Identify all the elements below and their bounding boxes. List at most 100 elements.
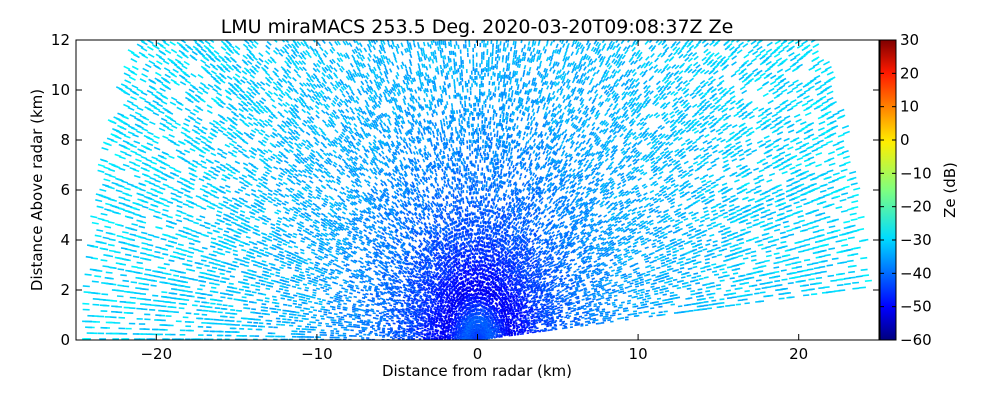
ze-gate	[803, 88, 811, 93]
ze-gate	[808, 85, 815, 90]
ze-gate	[546, 250, 551, 254]
ze-gate	[545, 311, 549, 314]
ze-gate	[801, 176, 808, 180]
ze-gate	[620, 119, 625, 124]
ze-gate	[496, 318, 500, 321]
ze-gate	[546, 295, 550, 299]
ze-gate	[627, 200, 632, 204]
ze-gate	[591, 287, 595, 290]
ze-gate	[607, 223, 612, 227]
ze-gate	[565, 255, 569, 259]
ze-gate	[506, 309, 510, 313]
ze-gate	[573, 182, 578, 186]
ze-gate	[543, 285, 547, 288]
ze-gate	[638, 56, 643, 62]
ze-gate	[635, 192, 641, 196]
ze-gate	[591, 269, 596, 273]
ze-gate	[734, 68, 741, 74]
ze-gate	[570, 225, 575, 229]
ze-gate	[535, 265, 539, 269]
ze-gate	[524, 302, 528, 305]
ze-gate	[554, 236, 559, 240]
ze-gate	[521, 281, 525, 285]
ze-gate	[583, 217, 588, 221]
ze-gate	[613, 283, 618, 287]
ze-gate	[631, 231, 637, 235]
ze-gate	[511, 315, 514, 318]
ze-gate	[565, 290, 569, 293]
ze-gate	[725, 226, 731, 230]
ze-gate	[560, 250, 565, 254]
ze-gate	[748, 238, 755, 241]
ze-gate	[787, 146, 794, 151]
ze-gate	[741, 89, 748, 95]
ze-gate	[541, 270, 546, 274]
ze-gate	[515, 290, 519, 294]
ze-gate	[504, 305, 507, 309]
ze-gate	[514, 301, 518, 304]
ze-gate	[535, 269, 539, 273]
ze-gate	[597, 248, 601, 252]
ze-gate	[627, 91, 632, 96]
ze-gate	[613, 148, 618, 153]
ze-gate	[588, 244, 593, 248]
ze-gate	[737, 148, 744, 153]
ze-gate	[718, 149, 724, 154]
ze-gate	[833, 229, 841, 233]
ze-gate	[579, 168, 584, 173]
ze-gate	[691, 216, 697, 220]
ze-gate	[522, 321, 526, 324]
ze-gate	[611, 111, 617, 116]
ze-gate	[681, 170, 687, 174]
ze-gate	[537, 317, 541, 320]
ze-gate	[614, 272, 619, 275]
ze-gate	[491, 322, 495, 325]
ze-gate	[758, 178, 765, 183]
ze-gate	[516, 302, 520, 305]
ze-gate	[563, 259, 567, 262]
ze-gate	[605, 291, 609, 294]
ze-gate	[832, 218, 839, 222]
ze-gate	[654, 228, 659, 232]
ze-gate	[828, 162, 836, 167]
ze-gate	[710, 221, 717, 225]
ze-gate	[703, 209, 709, 214]
ze-gate	[758, 261, 765, 264]
ze-gate	[605, 166, 610, 171]
ze-gate	[692, 103, 698, 109]
ze-gate	[808, 288, 815, 291]
ze-gate	[532, 279, 536, 282]
ze-gate	[509, 288, 512, 292]
ze-gate	[679, 147, 685, 152]
ze-gate	[828, 225, 836, 229]
ze-gate	[619, 133, 624, 138]
ze-gate	[650, 251, 655, 255]
ze-gate	[755, 53, 762, 58]
ze-gate	[632, 71, 637, 77]
ze-gate	[517, 304, 521, 308]
ze-gate	[696, 228, 702, 232]
ze-gate	[566, 241, 570, 245]
ze-gate	[688, 147, 694, 152]
ze-gate	[752, 68, 759, 73]
ze-gate	[736, 49, 743, 55]
ze-gate	[575, 248, 579, 251]
ze-gate	[707, 81, 713, 87]
ze-gate	[493, 311, 496, 315]
ze-gate	[849, 176, 857, 181]
ze-gate	[722, 122, 728, 127]
ze-gate	[519, 300, 523, 303]
ze-gate	[555, 315, 559, 318]
ze-gate	[830, 279, 837, 282]
ze-gate	[689, 91, 695, 97]
ze-gate	[610, 215, 615, 219]
ze-gate	[728, 237, 734, 241]
ze-gate	[655, 205, 660, 209]
ze-gate	[802, 170, 810, 174]
ze-gate	[545, 313, 548, 316]
ze-gate	[838, 289, 846, 292]
ze-gate	[649, 219, 654, 223]
ze-gate	[576, 252, 580, 256]
ze-gate	[746, 225, 753, 229]
ze-gate	[642, 303, 648, 306]
